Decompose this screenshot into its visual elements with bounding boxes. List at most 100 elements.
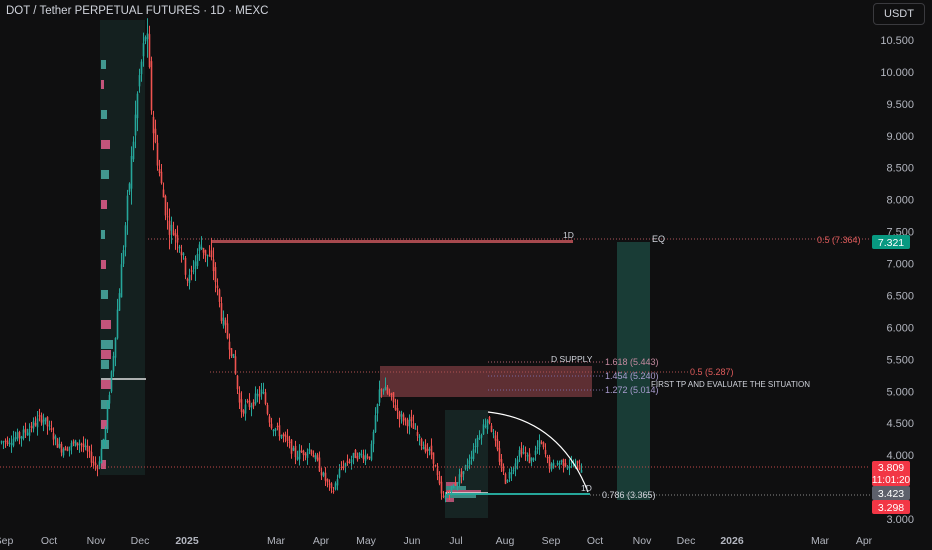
candle-body xyxy=(134,114,137,136)
candle xyxy=(440,475,443,500)
candle-body xyxy=(432,452,435,464)
candle-body xyxy=(504,473,507,484)
candle xyxy=(2,440,5,449)
x-tick-label: Oct xyxy=(41,535,57,547)
x-tick-label: May xyxy=(356,535,377,547)
candle xyxy=(356,452,359,462)
candle xyxy=(286,429,289,447)
candle xyxy=(388,388,391,397)
y-tick-label: 9.500 xyxy=(886,99,914,111)
candle xyxy=(354,449,357,459)
low-price-badge-bg xyxy=(872,500,910,514)
candle xyxy=(352,452,355,465)
x-tick-label: 2026 xyxy=(720,535,744,547)
candle-body xyxy=(350,459,353,463)
candle-body xyxy=(368,456,371,459)
candle-body xyxy=(488,416,491,423)
candle xyxy=(340,461,343,471)
volume-profile-bar xyxy=(446,490,481,494)
candle xyxy=(158,159,161,177)
candle-body xyxy=(510,472,513,475)
candle-body xyxy=(454,482,457,485)
label-fib-1454: 1.454 (5.240) xyxy=(605,371,659,381)
candle-body xyxy=(144,37,147,42)
candle-body xyxy=(44,417,47,422)
candle xyxy=(252,399,255,410)
candle-body xyxy=(476,438,479,447)
candle-body xyxy=(4,440,7,442)
candle xyxy=(164,194,167,221)
volume-profile-bar xyxy=(446,494,476,498)
candle-body xyxy=(348,462,351,464)
candle-body xyxy=(66,449,69,451)
candle-body xyxy=(98,461,101,469)
candle xyxy=(232,353,235,359)
candle-body xyxy=(126,195,129,221)
candle-body xyxy=(138,75,141,87)
candle-body xyxy=(334,483,337,490)
candle-body xyxy=(48,425,51,427)
candle-body xyxy=(90,451,93,463)
candle xyxy=(282,432,285,443)
candle-body xyxy=(276,426,279,428)
candle xyxy=(460,468,463,484)
candle xyxy=(542,441,545,450)
candle xyxy=(274,427,277,437)
candle-body xyxy=(194,261,197,270)
time-axis: Sep Oct Nov Dec 2025 Mar Apr May Jun Jul Aug Sep Oct… xyxy=(0,535,873,547)
candle-body xyxy=(344,463,347,467)
volume-profile-bar xyxy=(101,140,110,149)
volume-profile-bar xyxy=(101,360,109,369)
candle xyxy=(416,425,419,442)
candle xyxy=(476,435,479,454)
candle xyxy=(472,443,475,462)
candle xyxy=(226,313,229,340)
candle xyxy=(436,463,439,481)
candle-body xyxy=(532,458,535,460)
candle xyxy=(570,455,573,469)
price-axis: 10.50010.0009.5009.0008.5008.0007.5007.0… xyxy=(880,35,914,526)
candle-body xyxy=(280,435,283,438)
candle-body xyxy=(534,450,537,456)
candle-body xyxy=(168,220,171,235)
candle-body xyxy=(438,476,441,484)
candle-body xyxy=(232,354,235,358)
candle-body xyxy=(346,460,349,463)
y-tick-label: 10.500 xyxy=(880,35,914,47)
candle xyxy=(484,418,487,429)
annotations-layer: 1D EQ 0.5 (7.364) D SUPPLY 1.618 (5.443) 1.45… xyxy=(0,230,870,500)
label-fib-1272: 1.272 (5.014) xyxy=(605,385,659,395)
candle-body xyxy=(452,484,455,488)
candle-body xyxy=(474,446,477,448)
candle-body xyxy=(562,459,565,467)
candle xyxy=(38,408,41,422)
candle-body xyxy=(412,423,415,429)
candle xyxy=(194,255,197,281)
candle-body xyxy=(374,415,377,433)
x-tick-label: Sep xyxy=(0,535,13,547)
candle xyxy=(208,245,211,257)
candle xyxy=(94,456,97,471)
candle xyxy=(382,388,385,395)
candle xyxy=(452,484,455,489)
candle xyxy=(438,471,441,486)
candle xyxy=(304,452,307,461)
candle-body xyxy=(386,387,389,394)
candle xyxy=(192,260,195,275)
candle xyxy=(148,25,151,69)
x-tick-label: Mar xyxy=(811,535,830,547)
currency-button[interactable]: USDT xyxy=(873,3,925,25)
candle xyxy=(500,453,503,473)
candle xyxy=(150,56,153,115)
candle xyxy=(384,377,387,391)
candle xyxy=(336,474,339,491)
candle xyxy=(120,252,123,298)
candle-body xyxy=(34,422,37,426)
candle xyxy=(276,422,279,431)
candle-body xyxy=(580,469,583,473)
candle-body xyxy=(500,459,503,468)
candle xyxy=(544,443,547,458)
candle-body xyxy=(216,285,219,288)
